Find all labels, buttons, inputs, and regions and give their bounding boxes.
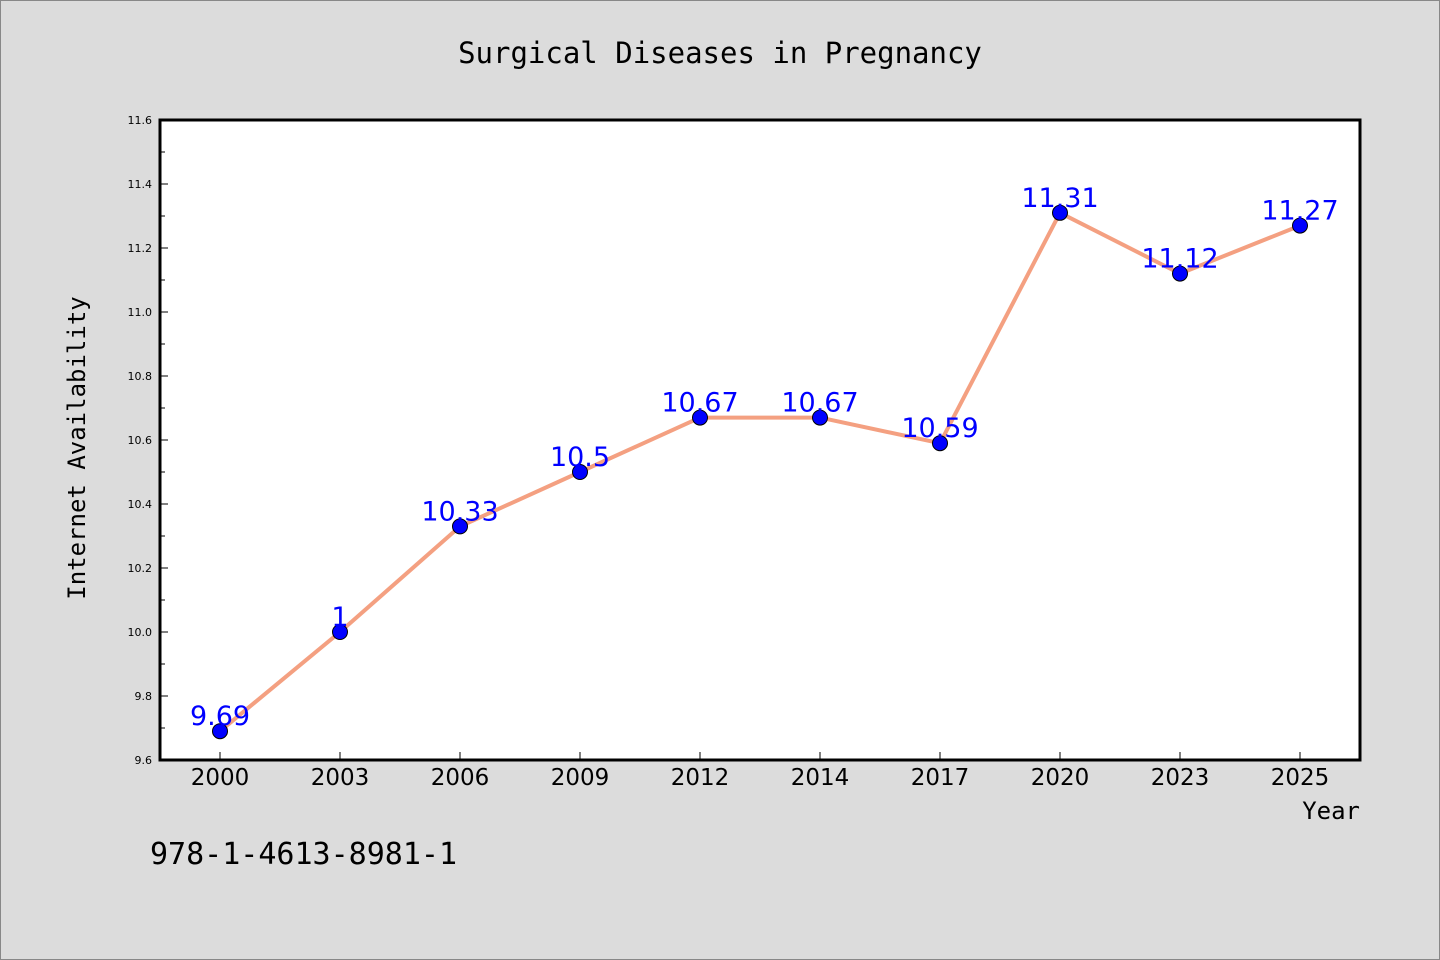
plot-area — [160, 120, 1360, 760]
x-tick-label: 2006 — [431, 765, 490, 791]
series-line-group: 9.69 1 10.33 10.5 10.67 10.67 10.59 11.31 11.12 1… — [190, 183, 1339, 740]
data-label: 10.67 — [661, 388, 738, 419]
data-point — [812, 409, 828, 426]
data-point — [1052, 204, 1068, 221]
x-tick-label: 2014 — [791, 765, 850, 791]
y-tick-label: 10.2 — [128, 562, 153, 575]
x-tick-label: 2023 — [1151, 765, 1210, 791]
series-line — [218, 210, 1301, 733]
y-tick-label: 10.4 — [128, 498, 153, 511]
x-tick-label: 2020 — [1031, 765, 1090, 791]
data-label: 10.5 — [550, 442, 610, 473]
x-tick-label: 2017 — [911, 765, 970, 791]
x-tick-label: 2000 — [191, 765, 250, 791]
data-point — [332, 624, 348, 640]
plot-frame — [158, 118, 1362, 762]
x-tick-label: 2003 — [311, 765, 370, 791]
y-tick-label: 11.6 — [128, 114, 153, 127]
x-tick-label: 2025 — [1271, 765, 1330, 791]
x-tick-label: 2009 — [551, 765, 610, 791]
x-axis-label: Year — [1302, 797, 1360, 825]
data-point — [452, 518, 468, 535]
data-label: 1 — [331, 602, 348, 633]
y-tick-label: 10.0 — [128, 626, 153, 639]
data-point — [1292, 217, 1308, 234]
y-tick-label: 11.4 — [128, 178, 153, 191]
y-tick-label: 9.6 — [135, 754, 153, 767]
data-point — [572, 464, 588, 480]
data-point — [932, 435, 948, 452]
data-point — [692, 409, 708, 426]
y-axis-label: Internet Availability — [63, 296, 91, 599]
chart-title: Surgical Diseases in Pregnancy — [458, 36, 982, 70]
x-axis: 2000 2003 2006 2009 2012 2014 2017 2020 2023 2025 — [191, 752, 1330, 791]
data-label: 11.12 — [1141, 244, 1218, 275]
data-label: 9.69 — [190, 701, 250, 732]
y-tick-label: 11.2 — [128, 242, 153, 255]
footer-text: 978-1-4613-8981-1 — [150, 837, 457, 872]
data-label: 11.27 — [1261, 196, 1338, 227]
data-label: 10.59 — [901, 413, 978, 444]
y-tick-label: 10.6 — [128, 434, 153, 447]
data-point — [1172, 265, 1188, 282]
x-tick-label: 2012 — [671, 765, 730, 791]
data-label: 10.33 — [421, 496, 498, 527]
data-label: 11.31 — [1021, 183, 1098, 214]
data-point — [212, 723, 228, 740]
data-label: 10.67 — [781, 388, 858, 419]
y-tick-label: 9.8 — [135, 690, 153, 703]
y-tick-label: 10.8 — [128, 370, 153, 383]
y-tick-label: 11.0 — [128, 306, 153, 319]
